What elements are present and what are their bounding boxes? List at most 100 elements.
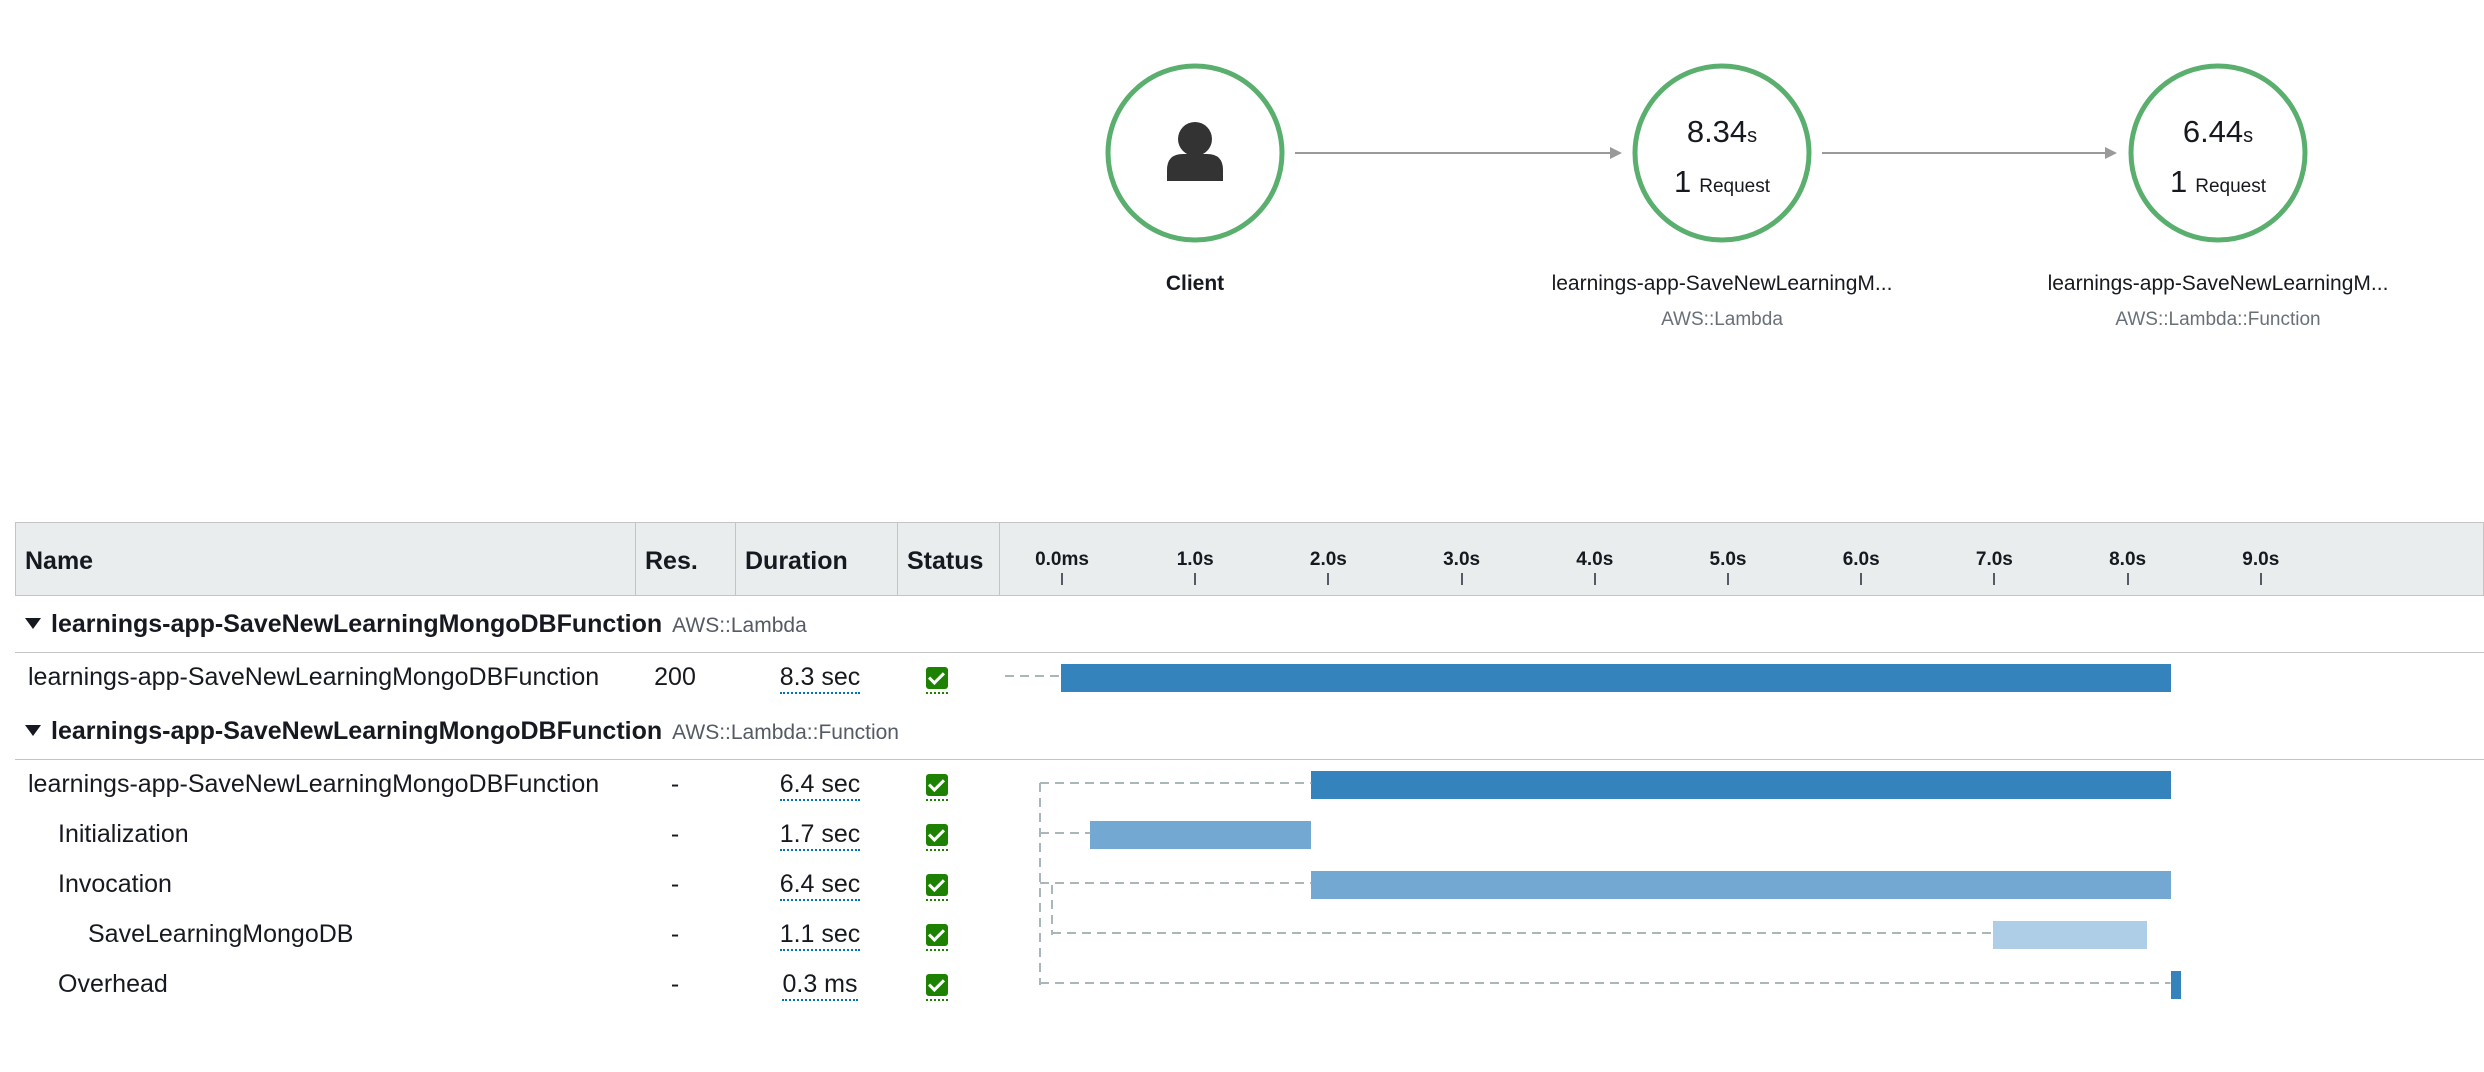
node-function-type: AWS::Lambda::Function	[2115, 309, 2321, 330]
span-duration-value[interactable]: 6.4 sec	[779, 870, 861, 901]
node-function-name: learnings-app-SaveNewLearningM...	[2047, 272, 2389, 295]
span-name[interactable]: Invocation	[58, 870, 172, 898]
timeline-header: Name Res. Duration Status 0.0ms 1.0s 2.0s 3…	[15, 522, 2484, 596]
span-duration-value[interactable]: 1.1 sec	[779, 920, 861, 951]
span-name[interactable]: Initialization	[58, 820, 189, 848]
axis-tick-mark	[1593, 573, 1596, 585]
trace-group-header[interactable]: learnings-app-SaveNewLearningMongoDBFunc…	[15, 596, 2484, 653]
axis-tick-label: 2.0s	[1309, 549, 1347, 570]
node-client-label: Client	[985, 272, 1405, 296]
node-lambda-label: learnings-app-SaveNewLearningM... AWS::L…	[1512, 272, 1932, 331]
node-function-requests-label: Request	[2195, 176, 2266, 197]
svg-text:8.34s: 8.34s	[1687, 114, 1757, 149]
col-header-name[interactable]: Name	[16, 523, 636, 595]
node-lambda-duration-unit: s	[1747, 125, 1757, 147]
span-response: -	[670, 770, 680, 798]
group-type: AWS::Lambda	[672, 614, 807, 637]
col-header-status[interactable]: Status	[898, 523, 1000, 595]
status-ok-icon[interactable]	[926, 667, 948, 689]
axis-tick-mark	[1727, 573, 1729, 585]
span-row[interactable]: learnings-app-SaveNewLearningMongoDBFunc…	[15, 760, 2484, 810]
span-duration[interactable]: 1.7 sec	[755, 820, 885, 851]
axis-tick-mark	[2126, 573, 2129, 585]
group-name: learnings-app-SaveNewLearningMongoDBFunc…	[51, 717, 663, 745]
node-lambda-type: AWS::Lambda	[1661, 309, 1783, 330]
span-name[interactable]: SaveLearningMongoDB	[88, 920, 354, 948]
axis-tick-mark	[1993, 573, 1996, 585]
caret-down-icon[interactable]	[25, 618, 41, 629]
span-row[interactable]: Invocation - 6.4 sec	[15, 860, 2484, 910]
node-client-name: Client	[1165, 272, 1225, 295]
node-client[interactable]	[1105, 63, 1285, 243]
axis-tick-label: 1.0s	[1176, 549, 1214, 570]
service-map-graph: 8.34s 1 Request 6.44s 1 Request	[1105, 63, 2308, 243]
status-ok-icon[interactable]	[926, 824, 948, 846]
span-response: -	[670, 820, 680, 848]
span-duration[interactable]: 6.4 sec	[755, 770, 885, 801]
span-row[interactable]: SaveLearningMongoDB - 1.1 sec	[15, 910, 2484, 960]
span-duration-value[interactable]: 1.7 sec	[779, 820, 861, 851]
span-name[interactable]: learnings-app-SaveNewLearningMongoDBFunc…	[28, 770, 600, 798]
node-lambda[interactable]: 8.34s 1 Request	[1632, 63, 1812, 243]
span-name[interactable]: Overhead	[58, 970, 168, 998]
col-header-duration[interactable]: Duration	[736, 523, 898, 595]
span-duration[interactable]: 8.3 sec	[755, 663, 885, 694]
axis-tick-label: 0.0ms	[1035, 549, 1089, 570]
axis-tick-label: 6.0s	[1842, 549, 1880, 570]
axis-tick-mark	[2259, 573, 2262, 585]
node-function[interactable]: 6.44s 1 Request	[2128, 63, 2308, 243]
span-response: -	[670, 870, 680, 898]
axis-tick-mark	[1061, 573, 1063, 585]
caret-down-icon[interactable]	[25, 725, 41, 736]
node-function-requests: 1	[2170, 164, 2187, 199]
span-row[interactable]: Overhead - 0.3 ms	[15, 960, 2484, 1010]
status-ok-icon[interactable]	[926, 774, 948, 796]
span-duration-value[interactable]: 0.3 ms	[782, 970, 858, 1001]
svg-text:6.44s: 6.44s	[2183, 114, 2253, 149]
group-title: learnings-app-SaveNewLearningMongoDBFunc…	[51, 717, 899, 746]
span-response: -	[670, 970, 680, 998]
node-function-label: learnings-app-SaveNewLearningM... AWS::L…	[2008, 272, 2428, 331]
axis-tick-label: 9.0s	[2242, 549, 2280, 570]
span-response: 200	[654, 663, 696, 691]
span-duration[interactable]: 0.3 ms	[755, 970, 885, 1001]
axis-tick-label: 8.0s	[2109, 549, 2147, 570]
status-ok-icon[interactable]	[926, 874, 948, 896]
axis-tick-mark	[1327, 573, 1330, 585]
axis-tick-label: 7.0s	[1975, 549, 2013, 570]
service-map: 8.34s 1 Request 6.44s 1 Request Client lea…	[0, 0, 2484, 360]
status-underline	[926, 799, 948, 801]
span-bar[interactable]	[1090, 821, 1312, 849]
span-bar[interactable]	[1061, 664, 2171, 692]
status-underline	[926, 949, 948, 951]
span-duration-value[interactable]: 8.3 sec	[779, 663, 861, 694]
axis-tick-label: 4.0s	[1576, 549, 1614, 570]
span-bar[interactable]	[1993, 921, 2147, 949]
span-row[interactable]: Initialization - 1.7 sec	[15, 810, 2484, 860]
col-header-res[interactable]: Res.	[636, 523, 736, 595]
span-duration-value[interactable]: 6.4 sec	[779, 770, 861, 801]
node-lambda-duration: 8.34	[1687, 114, 1747, 149]
span-duration[interactable]: 6.4 sec	[755, 870, 885, 901]
status-ok-icon[interactable]	[926, 974, 948, 996]
span-bar[interactable]	[1311, 871, 2171, 899]
axis-tick-label: 5.0s	[1709, 549, 1747, 570]
node-function-duration-unit: s	[2243, 125, 2253, 147]
span-bar[interactable]	[1311, 771, 2171, 799]
trace-group-header[interactable]: learnings-app-SaveNewLearningMongoDBFunc…	[15, 703, 2484, 760]
trace-timeline: Name Res. Duration Status 0.0ms 1.0s 2.0s 3…	[15, 522, 2484, 1010]
span-duration[interactable]: 1.1 sec	[755, 920, 885, 951]
status-ok-icon[interactable]	[926, 924, 948, 946]
axis-tick-mark	[1860, 573, 1863, 585]
axis-tick-label: 3.0s	[1443, 549, 1481, 570]
node-function-duration: 6.44	[2183, 114, 2243, 149]
span-name[interactable]: learnings-app-SaveNewLearningMongoDBFunc…	[28, 663, 600, 691]
user-icon	[1167, 122, 1223, 181]
axis-tick-mark	[1194, 573, 1197, 585]
span-row[interactable]: learnings-app-SaveNewLearningMongoDBFunc…	[15, 653, 2484, 703]
node-lambda-name: learnings-app-SaveNewLearningM...	[1551, 272, 1893, 295]
span-bar[interactable]	[2170, 971, 2182, 999]
status-underline	[926, 692, 948, 694]
